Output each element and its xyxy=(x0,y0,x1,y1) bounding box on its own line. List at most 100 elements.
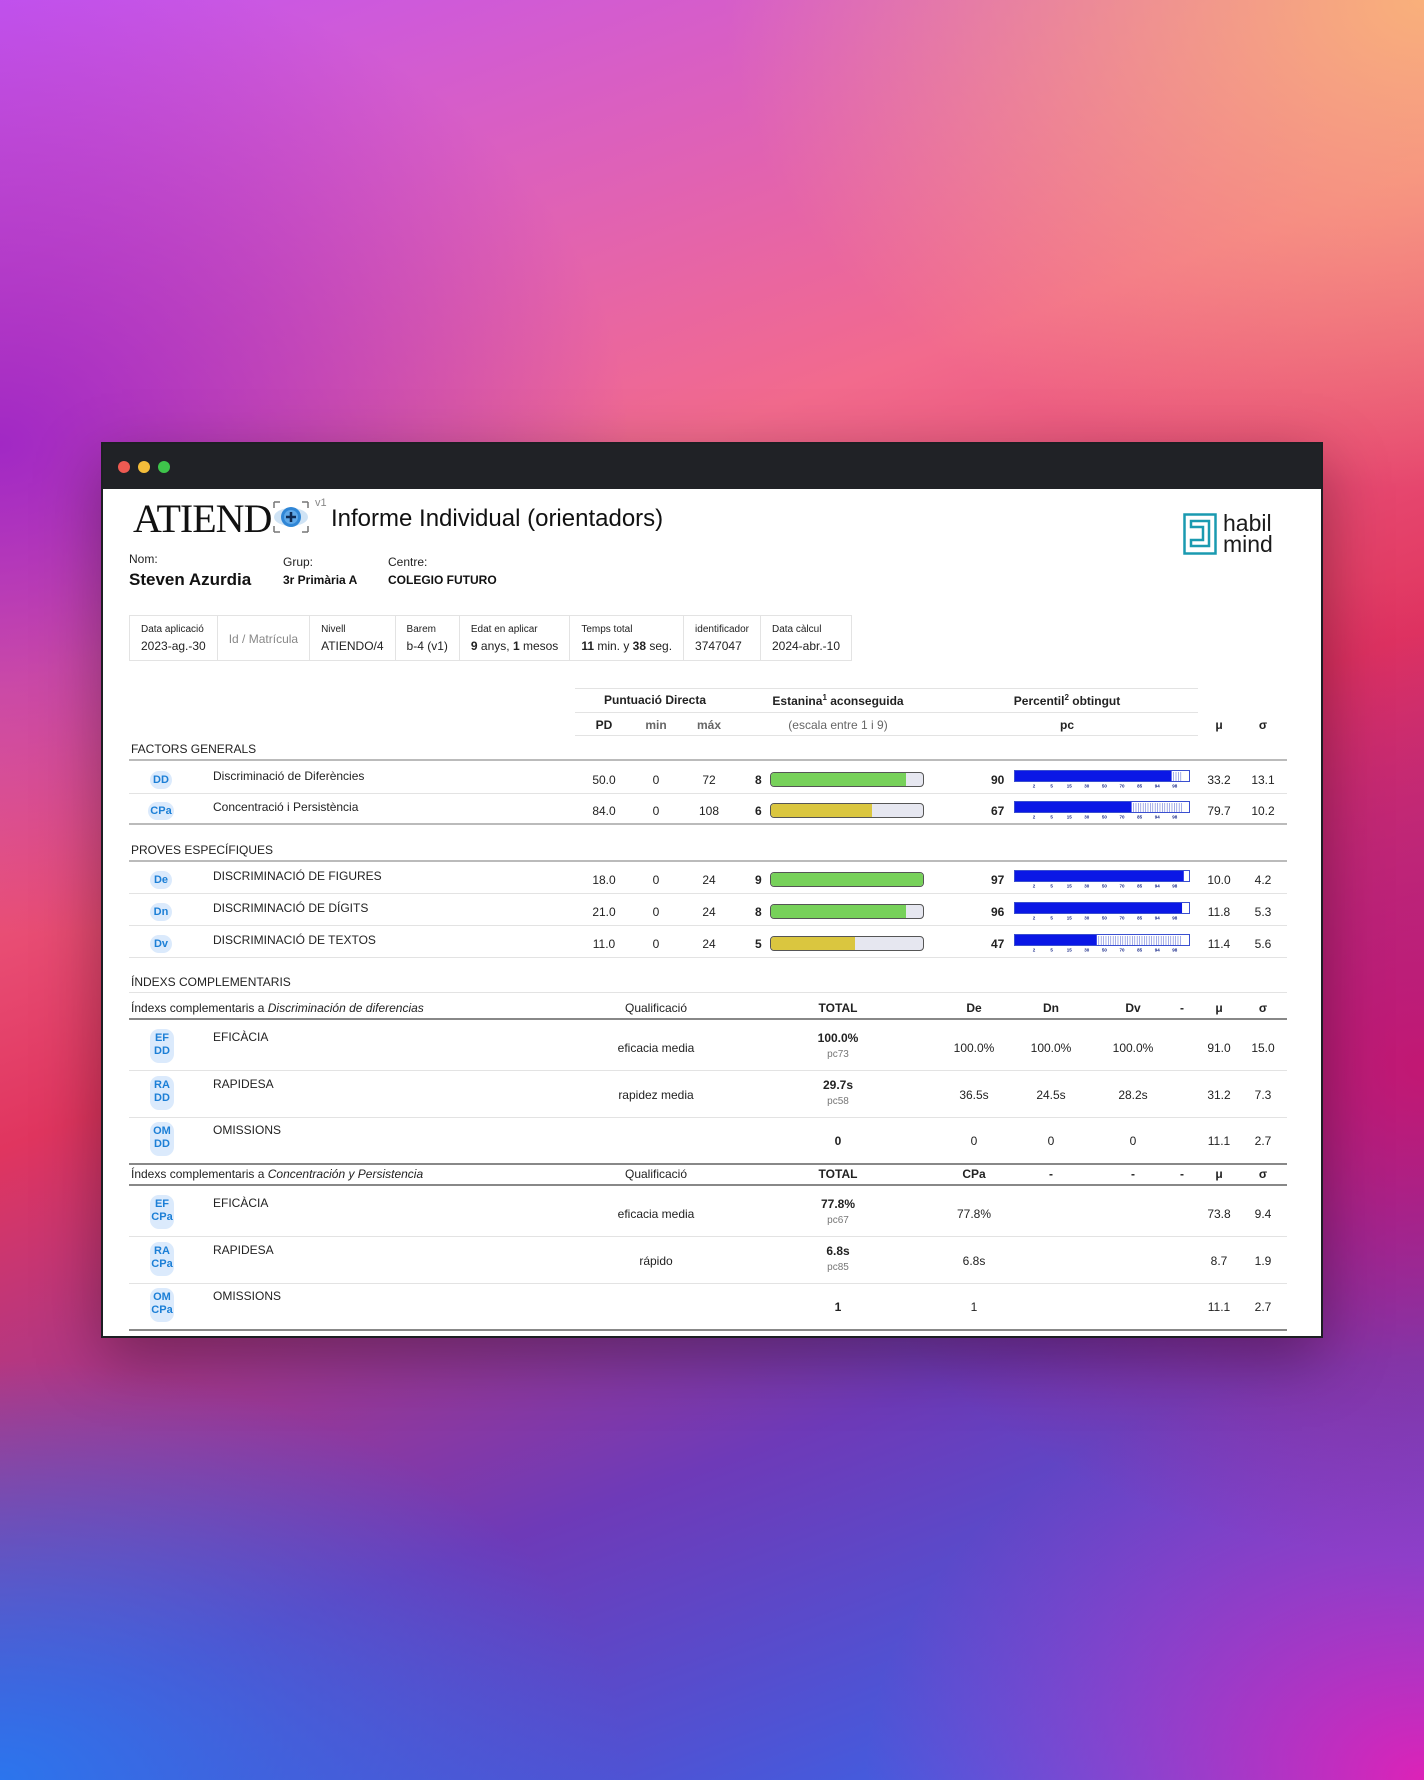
report-page: ATIEND v1 Informe Individual (orientador… xyxy=(103,489,1321,1335)
stanine-group-header: Estanina1 aconseguida xyxy=(772,693,904,708)
percentile-tick-label: 30 xyxy=(1084,884,1090,889)
percentile-tick-label: 5 xyxy=(1050,916,1053,921)
percentile-value: 90 xyxy=(991,773,1005,787)
pd-value: 11.0 xyxy=(592,937,616,951)
percentile-tick-label: 5 xyxy=(1050,884,1053,889)
subtest-value-1: 77.8% xyxy=(956,1207,992,1221)
percentile-tick-label: 98 xyxy=(1172,916,1178,921)
sigma-value: 13.1 xyxy=(1251,773,1275,787)
mu-value: 33.2 xyxy=(1207,773,1231,787)
index-name: RAPIDESA xyxy=(213,1076,274,1091)
percentile-tick-label: 98 xyxy=(1172,815,1178,820)
min-value: 0 xyxy=(652,873,660,887)
percentile-bar: 2 5 15 30 50 70 85 94 98 xyxy=(1014,934,1190,952)
qualification-value: eficacia media xyxy=(617,1207,695,1221)
sigma-value: 5.3 xyxy=(1254,905,1272,919)
subtest-value-3: 0 xyxy=(1129,1134,1137,1148)
sigma-value: 9.4 xyxy=(1254,1207,1272,1221)
percentile-tick-label: 5 xyxy=(1050,815,1053,820)
percentile-bar-track xyxy=(1014,934,1190,946)
maximize-window-button[interactable] xyxy=(158,461,170,473)
section-specific-tests: PROVES ESPECÍFIQUES xyxy=(131,843,274,857)
max-value: 24 xyxy=(702,873,716,887)
percentile-tick-label: 50 xyxy=(1102,815,1108,820)
percentile-value: 47 xyxy=(991,937,1005,951)
mu-value: 91.0 xyxy=(1207,1041,1231,1055)
index-badge: OM CPa xyxy=(150,1288,174,1322)
mu-header: μ xyxy=(1215,1167,1223,1181)
version-label: v1 xyxy=(315,497,327,509)
percentile-tick-label: 5 xyxy=(1050,784,1053,789)
percentile-tick-label: 70 xyxy=(1119,948,1125,953)
max-value: 72 xyxy=(702,773,716,787)
mu-value: 11.1 xyxy=(1207,1134,1231,1148)
qualification-header: Qualificació xyxy=(624,1167,688,1181)
pd-value: 18.0 xyxy=(592,873,616,887)
subtest-value-2: 100.0% xyxy=(1030,1041,1072,1055)
percentile-tick-label: 30 xyxy=(1084,948,1090,953)
index-name: OMISSIONS xyxy=(213,1123,282,1137)
percentile-tick-label: 2 xyxy=(1033,784,1036,789)
mu-value: 10.0 xyxy=(1207,873,1231,887)
stanine-bar-fill xyxy=(771,905,907,918)
subtest-header-1: De xyxy=(966,1001,982,1015)
info-level: Nivell ATIENDO/4 xyxy=(310,616,396,660)
total-value: 6.8s xyxy=(826,1243,850,1258)
factor-name: DISCRIMINACIÓ DE TEXTOS xyxy=(213,933,376,947)
subtest-header-4: - xyxy=(1180,1167,1184,1181)
mu-value: 31.2 xyxy=(1207,1087,1231,1102)
percentile-tick-label: 94 xyxy=(1155,948,1161,953)
percentile-tick-label: 50 xyxy=(1102,916,1108,921)
index-name: EFICÀCIA xyxy=(213,1196,269,1210)
max-column-header: máx xyxy=(696,718,722,732)
percentile-tick-label: 98 xyxy=(1172,948,1178,953)
info-identifier: identificador 3747047 xyxy=(684,616,761,660)
percentile-tick-label: 94 xyxy=(1155,815,1161,820)
pd-value: 84.0 xyxy=(592,804,616,818)
app-window: ATIEND v1 Informe Individual (orientador… xyxy=(101,442,1323,1338)
info-age: Edat en aplicar 9 anys, 1 mesos xyxy=(460,616,571,660)
sigma-value: 2.7 xyxy=(1254,1134,1272,1148)
percentile-tick-label: 30 xyxy=(1084,815,1090,820)
factor-name: Discriminació de Diferències xyxy=(213,769,365,783)
percentile-bar-fill xyxy=(1015,802,1132,812)
total-value: 100.0% xyxy=(817,1031,859,1045)
mu-value: 8.7 xyxy=(1210,1253,1228,1268)
percentile-tick-label: 94 xyxy=(1155,916,1161,921)
factor-badge: DD xyxy=(150,771,172,789)
percentile-tick-label: 70 xyxy=(1119,916,1125,921)
total-value: 29.7s xyxy=(822,1077,854,1092)
sigma-value: 1.9 xyxy=(1254,1253,1272,1268)
application-info-bar: Data aplicació 2023-ag.-30 Id / Matrícula… xyxy=(129,615,853,661)
section-general-factors: FACTORS GENERALS xyxy=(131,742,257,756)
pd-column-header: PD xyxy=(595,718,613,732)
mu-value: 73.8 xyxy=(1207,1207,1231,1221)
info-barem: Barem b-4 (v1) xyxy=(396,616,460,660)
subtest-value-2: 24.5s xyxy=(1036,1087,1066,1102)
percentile-tick-label: 70 xyxy=(1119,884,1125,889)
percentile-tick-label: 15 xyxy=(1067,884,1073,889)
min-column-header: min xyxy=(645,718,667,732)
id-placeholder[interactable]: Id / Matrícula xyxy=(228,632,299,646)
percentile-bar: 2 5 15 30 50 70 85 94 98 xyxy=(1014,870,1190,888)
percentile-bar: 2 5 15 30 50 70 85 94 98 xyxy=(1014,902,1190,920)
info-date: Data aplicació 2023-ag.-30 xyxy=(130,616,218,660)
percentile-tick-label: 98 xyxy=(1172,884,1178,889)
min-value: 0 xyxy=(652,937,660,951)
stanine-scale-note: (escala entre 1 i 9) xyxy=(788,718,888,732)
info-id[interactable]: Id / Matrícula xyxy=(218,616,311,660)
stanine-bar-fill xyxy=(771,773,907,786)
percentile-tick-label: 2 xyxy=(1033,884,1036,889)
percentile-tick-label: 30 xyxy=(1084,916,1090,921)
subtest-value-1: 100.0% xyxy=(953,1041,995,1055)
minimize-window-button[interactable] xyxy=(138,461,150,473)
percentile-tick-label: 50 xyxy=(1102,948,1108,953)
stanine-bar xyxy=(770,803,924,818)
close-window-button[interactable] xyxy=(118,461,130,473)
percentile-group-header: Percentil2 obtingut xyxy=(1013,693,1121,708)
percentile-tick-label: 70 xyxy=(1119,784,1125,789)
mu-column-header: μ xyxy=(1215,718,1223,732)
percentile-bar: 2 5 15 30 50 70 85 94 98 xyxy=(1014,770,1190,788)
sigma-column-header: σ xyxy=(1258,718,1268,732)
factor-badge: CPa xyxy=(148,802,174,820)
